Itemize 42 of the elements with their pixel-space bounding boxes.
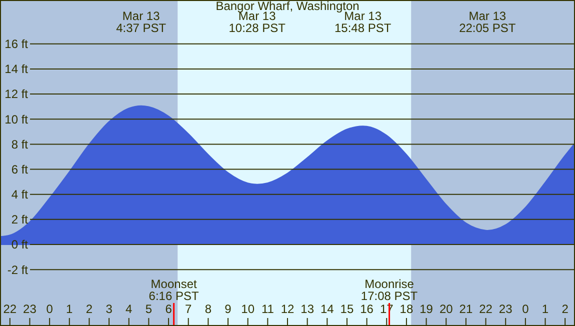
ref-line-label: Moonrise 17:08 PST: [360, 277, 418, 303]
x-tick-label: 2: [562, 302, 569, 316]
y-tick-label: 0 ft: [11, 238, 29, 252]
x-tick-label: 12: [280, 302, 294, 316]
x-tick-label: 22: [3, 302, 17, 316]
x-tick-label: 21: [459, 302, 473, 316]
x-tick-label: 15: [340, 302, 354, 316]
x-tick-label: 13: [300, 302, 314, 316]
x-tick-label: 10: [241, 302, 255, 316]
x-tick-label: 23: [498, 302, 513, 316]
y-tick-label: 8 ft: [11, 137, 29, 152]
y-tick-label: 12 ft: [4, 87, 29, 102]
y-tick-label: 16 ft: [4, 37, 29, 52]
x-tick-label: 22: [479, 302, 493, 316]
x-tick-label: 0: [46, 302, 54, 316]
x-tick-label: 6: [165, 302, 172, 316]
x-tick-label: 23: [23, 302, 37, 316]
x-tick-label: 11: [261, 302, 274, 316]
x-tick-label: 1: [66, 302, 74, 316]
x-tick-label: 14: [320, 302, 334, 316]
x-tick-label: 0: [522, 302, 530, 316]
annotation: Mar 13 22:05 PST: [459, 9, 516, 35]
y-tick-label: -2 ft: [7, 262, 29, 277]
y-tick-label: 14 ft: [4, 62, 29, 76]
y-tick-label: 10 ft: [4, 112, 29, 126]
y-tick-label: 2 ft: [11, 212, 29, 227]
annotation: Mar 13 4:37 PST: [116, 9, 167, 35]
x-tick-label: 4: [126, 302, 133, 316]
x-tick-label: 7: [185, 302, 192, 316]
x-tick-label: 20: [439, 302, 454, 316]
ref-line-label: Moonset 6:16 PST: [148, 277, 200, 303]
x-tick-label: 3: [106, 302, 113, 316]
x-tick-label: 16: [360, 302, 374, 316]
x-tick-label: 2: [86, 302, 93, 316]
x-tick-label: 8: [204, 302, 212, 316]
x-tick-label: 9: [224, 302, 232, 316]
y-tick-label: 4 ft: [11, 188, 29, 202]
x-tick-label: 5: [145, 302, 152, 316]
x-tick-label: 1: [542, 302, 549, 316]
y-tick-label: 6 ft: [11, 162, 29, 176]
x-tick-label: 18: [400, 302, 414, 316]
x-tick-label: 19: [420, 302, 434, 316]
